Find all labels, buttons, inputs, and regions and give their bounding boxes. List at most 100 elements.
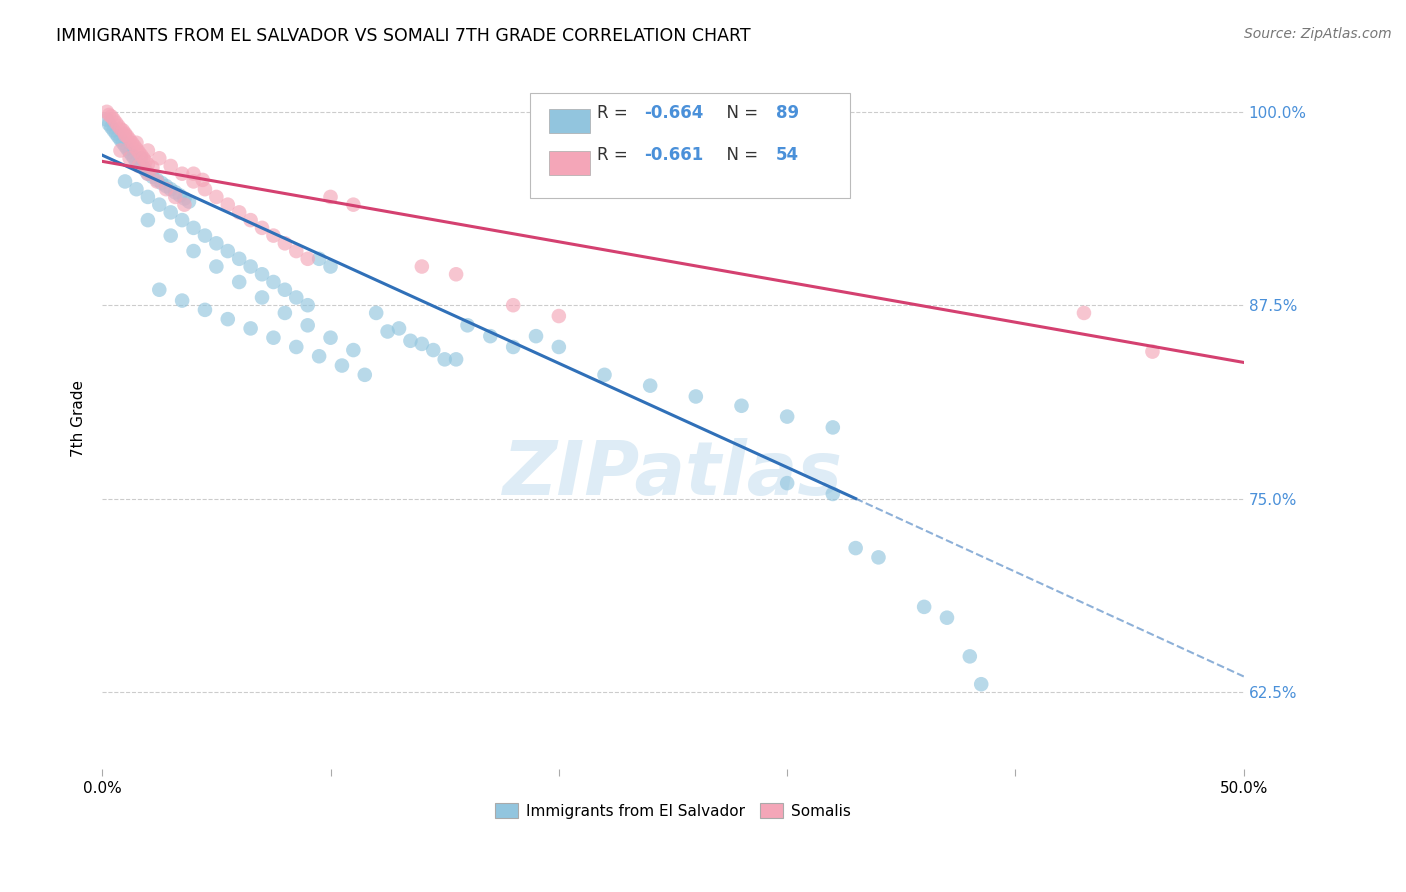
Point	[444, 267, 467, 281]
Point	[285, 340, 308, 354]
Point	[100, 120, 122, 135]
Point	[122, 151, 145, 165]
Point	[868, 550, 890, 565]
Point	[114, 139, 136, 153]
Point	[183, 220, 205, 235]
Point	[912, 599, 935, 614]
Point	[96, 104, 118, 119]
Point	[150, 176, 173, 190]
Point	[228, 252, 250, 266]
Point	[593, 368, 616, 382]
Point	[776, 476, 799, 491]
Point	[308, 349, 330, 363]
Point	[118, 133, 141, 147]
Text: ZIPatlas: ZIPatlas	[503, 439, 844, 511]
Point	[148, 151, 170, 165]
Point	[100, 110, 122, 124]
Point	[136, 190, 159, 204]
Point	[285, 290, 308, 304]
Point	[141, 169, 163, 184]
Point	[135, 163, 157, 178]
Y-axis label: 7th Grade: 7th Grade	[72, 380, 86, 458]
Point	[146, 174, 169, 188]
Point	[110, 144, 132, 158]
Point	[638, 378, 661, 392]
Point	[128, 157, 150, 171]
Point	[821, 420, 844, 434]
Point	[177, 194, 200, 209]
Point	[821, 487, 844, 501]
Text: IMMIGRANTS FROM EL SALVADOR VS SOMALI 7TH GRADE CORRELATION CHART: IMMIGRANTS FROM EL SALVADOR VS SOMALI 7T…	[56, 27, 751, 45]
Point	[959, 649, 981, 664]
Point	[173, 191, 195, 205]
Point	[148, 283, 170, 297]
Point	[845, 541, 868, 555]
Point	[159, 205, 181, 219]
Point	[98, 117, 121, 131]
Point	[388, 321, 411, 335]
Point	[444, 352, 467, 367]
Point	[262, 275, 284, 289]
Point	[353, 368, 375, 382]
Point	[110, 121, 132, 136]
Point	[135, 154, 157, 169]
Point	[274, 306, 297, 320]
Point	[319, 260, 342, 274]
Point	[172, 213, 194, 227]
Point	[250, 290, 273, 304]
Point	[776, 409, 799, 424]
Point	[114, 128, 136, 142]
Point	[399, 334, 422, 348]
Text: N =: N =	[717, 145, 763, 164]
Point	[114, 174, 136, 188]
Point	[262, 228, 284, 243]
Point	[194, 182, 217, 196]
Point	[183, 174, 205, 188]
Point	[136, 157, 159, 171]
Point	[122, 139, 145, 153]
Point	[239, 213, 262, 227]
Point	[111, 136, 134, 150]
Point	[128, 159, 150, 173]
Point	[970, 677, 993, 691]
Point	[502, 340, 524, 354]
Point	[730, 399, 752, 413]
Point	[319, 331, 342, 345]
Point	[136, 144, 159, 158]
Point	[217, 197, 239, 211]
Point	[159, 182, 181, 196]
Point	[118, 151, 141, 165]
Point	[125, 182, 148, 196]
Point	[194, 302, 217, 317]
Point	[103, 112, 125, 127]
Point	[107, 129, 129, 144]
Text: Source: ZipAtlas.com: Source: ZipAtlas.com	[1244, 27, 1392, 41]
Point	[159, 228, 181, 243]
Point	[117, 142, 139, 156]
Point	[117, 129, 139, 144]
Point	[411, 337, 433, 351]
Point	[96, 112, 118, 127]
Text: R =: R =	[596, 103, 633, 121]
Point	[159, 159, 181, 173]
Point	[433, 352, 456, 367]
Point	[205, 236, 228, 251]
Point	[165, 190, 187, 204]
Text: N =: N =	[717, 103, 763, 121]
Point	[217, 244, 239, 258]
Point	[191, 173, 214, 187]
Point	[172, 167, 194, 181]
Point	[342, 197, 364, 211]
Point	[1073, 306, 1095, 320]
Point	[118, 145, 141, 159]
Point	[110, 133, 132, 147]
Point	[141, 161, 163, 175]
Point	[366, 306, 388, 320]
Point	[457, 318, 479, 333]
Point	[308, 252, 330, 266]
Legend: Immigrants from El Salvador, Somalis: Immigrants from El Salvador, Somalis	[489, 797, 856, 825]
Point	[547, 309, 569, 323]
Text: 89: 89	[776, 103, 799, 121]
Point	[297, 298, 319, 312]
Point	[125, 154, 148, 169]
